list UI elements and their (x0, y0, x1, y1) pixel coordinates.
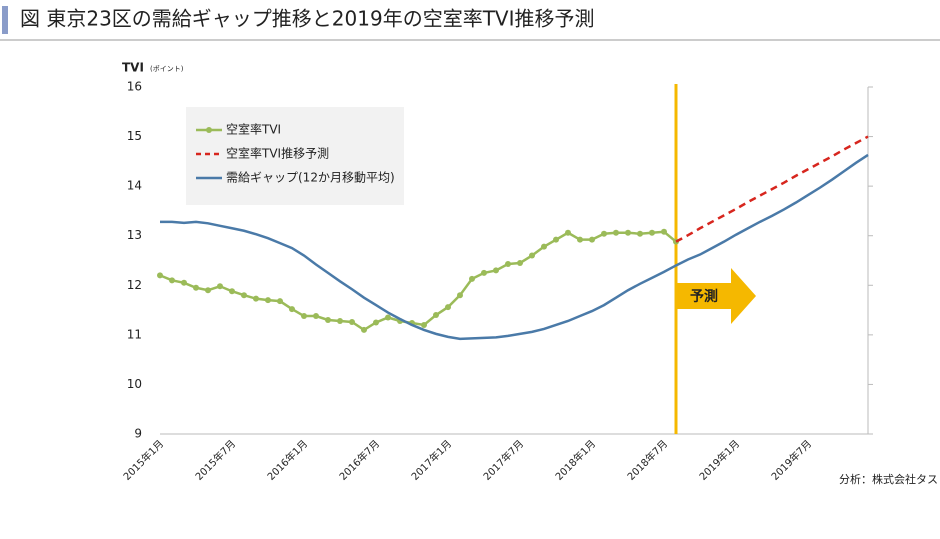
y-tick-label: 16 (127, 80, 142, 94)
x-tick-label: 2015年7月 (192, 437, 238, 483)
x-tick-label: 2018年1月 (552, 437, 598, 483)
data-point (289, 306, 295, 313)
legend-label: 需給ギャップ(12か月移動平均) (226, 171, 395, 185)
x-tick-label: 2017年7月 (480, 437, 526, 483)
data-point (625, 229, 631, 236)
chart-title: 図 東京23区の需給ギャップ推移と2019年の空室率TVI推移予測 (20, 7, 595, 31)
data-point (565, 229, 571, 236)
data-point (577, 236, 583, 243)
data-point (181, 279, 187, 286)
data-point (613, 229, 619, 236)
data-point (349, 318, 355, 325)
data-point (313, 313, 319, 320)
legend-label: 空室率TVI (226, 122, 281, 137)
source: 分析：株式会社タス (839, 472, 938, 486)
y-tick-label: 9 (134, 427, 142, 441)
data-point (217, 283, 223, 290)
x-tick-label: 2016年1月 (264, 437, 310, 483)
annotation: 予測 (690, 288, 718, 305)
legend-box (186, 107, 404, 205)
data-point (241, 292, 247, 299)
data-point (229, 288, 235, 295)
data-point (433, 312, 439, 319)
series-line (160, 153, 869, 341)
x-tick-label: 2018年7月 (624, 437, 670, 483)
x-tick-label: 2015年1月 (120, 437, 166, 483)
y-unit-label: (ポイント) (150, 65, 184, 73)
data-point (517, 259, 523, 266)
data-point (493, 267, 499, 274)
data-point (265, 297, 271, 304)
data-point (637, 230, 643, 237)
x-tick-label: 2016年7月 (336, 437, 382, 483)
data-point (361, 326, 367, 333)
y-label: TVI (122, 61, 144, 75)
data-point (169, 277, 175, 284)
data-point (277, 298, 283, 305)
forecast-arrow (676, 268, 756, 324)
data-point (337, 317, 343, 324)
x-tick-label: 2019年1月 (696, 437, 742, 483)
data-point (385, 314, 391, 321)
data-point (157, 272, 163, 279)
y-tick-label: 12 (127, 278, 142, 292)
legend-marker (206, 127, 212, 133)
data-point (421, 321, 427, 328)
x-tick-label: 2017年1月 (408, 437, 454, 483)
y-tick-label: 14 (127, 179, 142, 193)
data-point (373, 319, 379, 326)
y-tick-label: 11 (127, 327, 142, 341)
legend-label: 空室率TVI推移予測 (226, 146, 329, 161)
data-point (481, 269, 487, 276)
data-point (325, 316, 331, 323)
data-point (301, 313, 307, 320)
data-point (553, 236, 559, 243)
data-point (649, 229, 655, 236)
data-point (661, 228, 667, 235)
data-point (601, 230, 607, 237)
data-point (505, 260, 511, 267)
data-point (193, 284, 199, 291)
data-point (529, 252, 535, 259)
data-point (541, 243, 547, 250)
series-line (159, 230, 677, 332)
title-bar (2, 6, 8, 34)
y-tick-label: 15 (127, 129, 142, 143)
data-point (445, 304, 451, 311)
data-point (469, 275, 475, 282)
y-tick-label: 10 (127, 377, 142, 391)
series-line (675, 135, 869, 243)
data-point (589, 236, 595, 243)
data-point (457, 292, 463, 299)
x-tick-label: 2019年7月 (768, 437, 814, 483)
data-point (253, 295, 259, 302)
data-point (205, 287, 211, 294)
y-tick-label: 13 (127, 228, 142, 242)
